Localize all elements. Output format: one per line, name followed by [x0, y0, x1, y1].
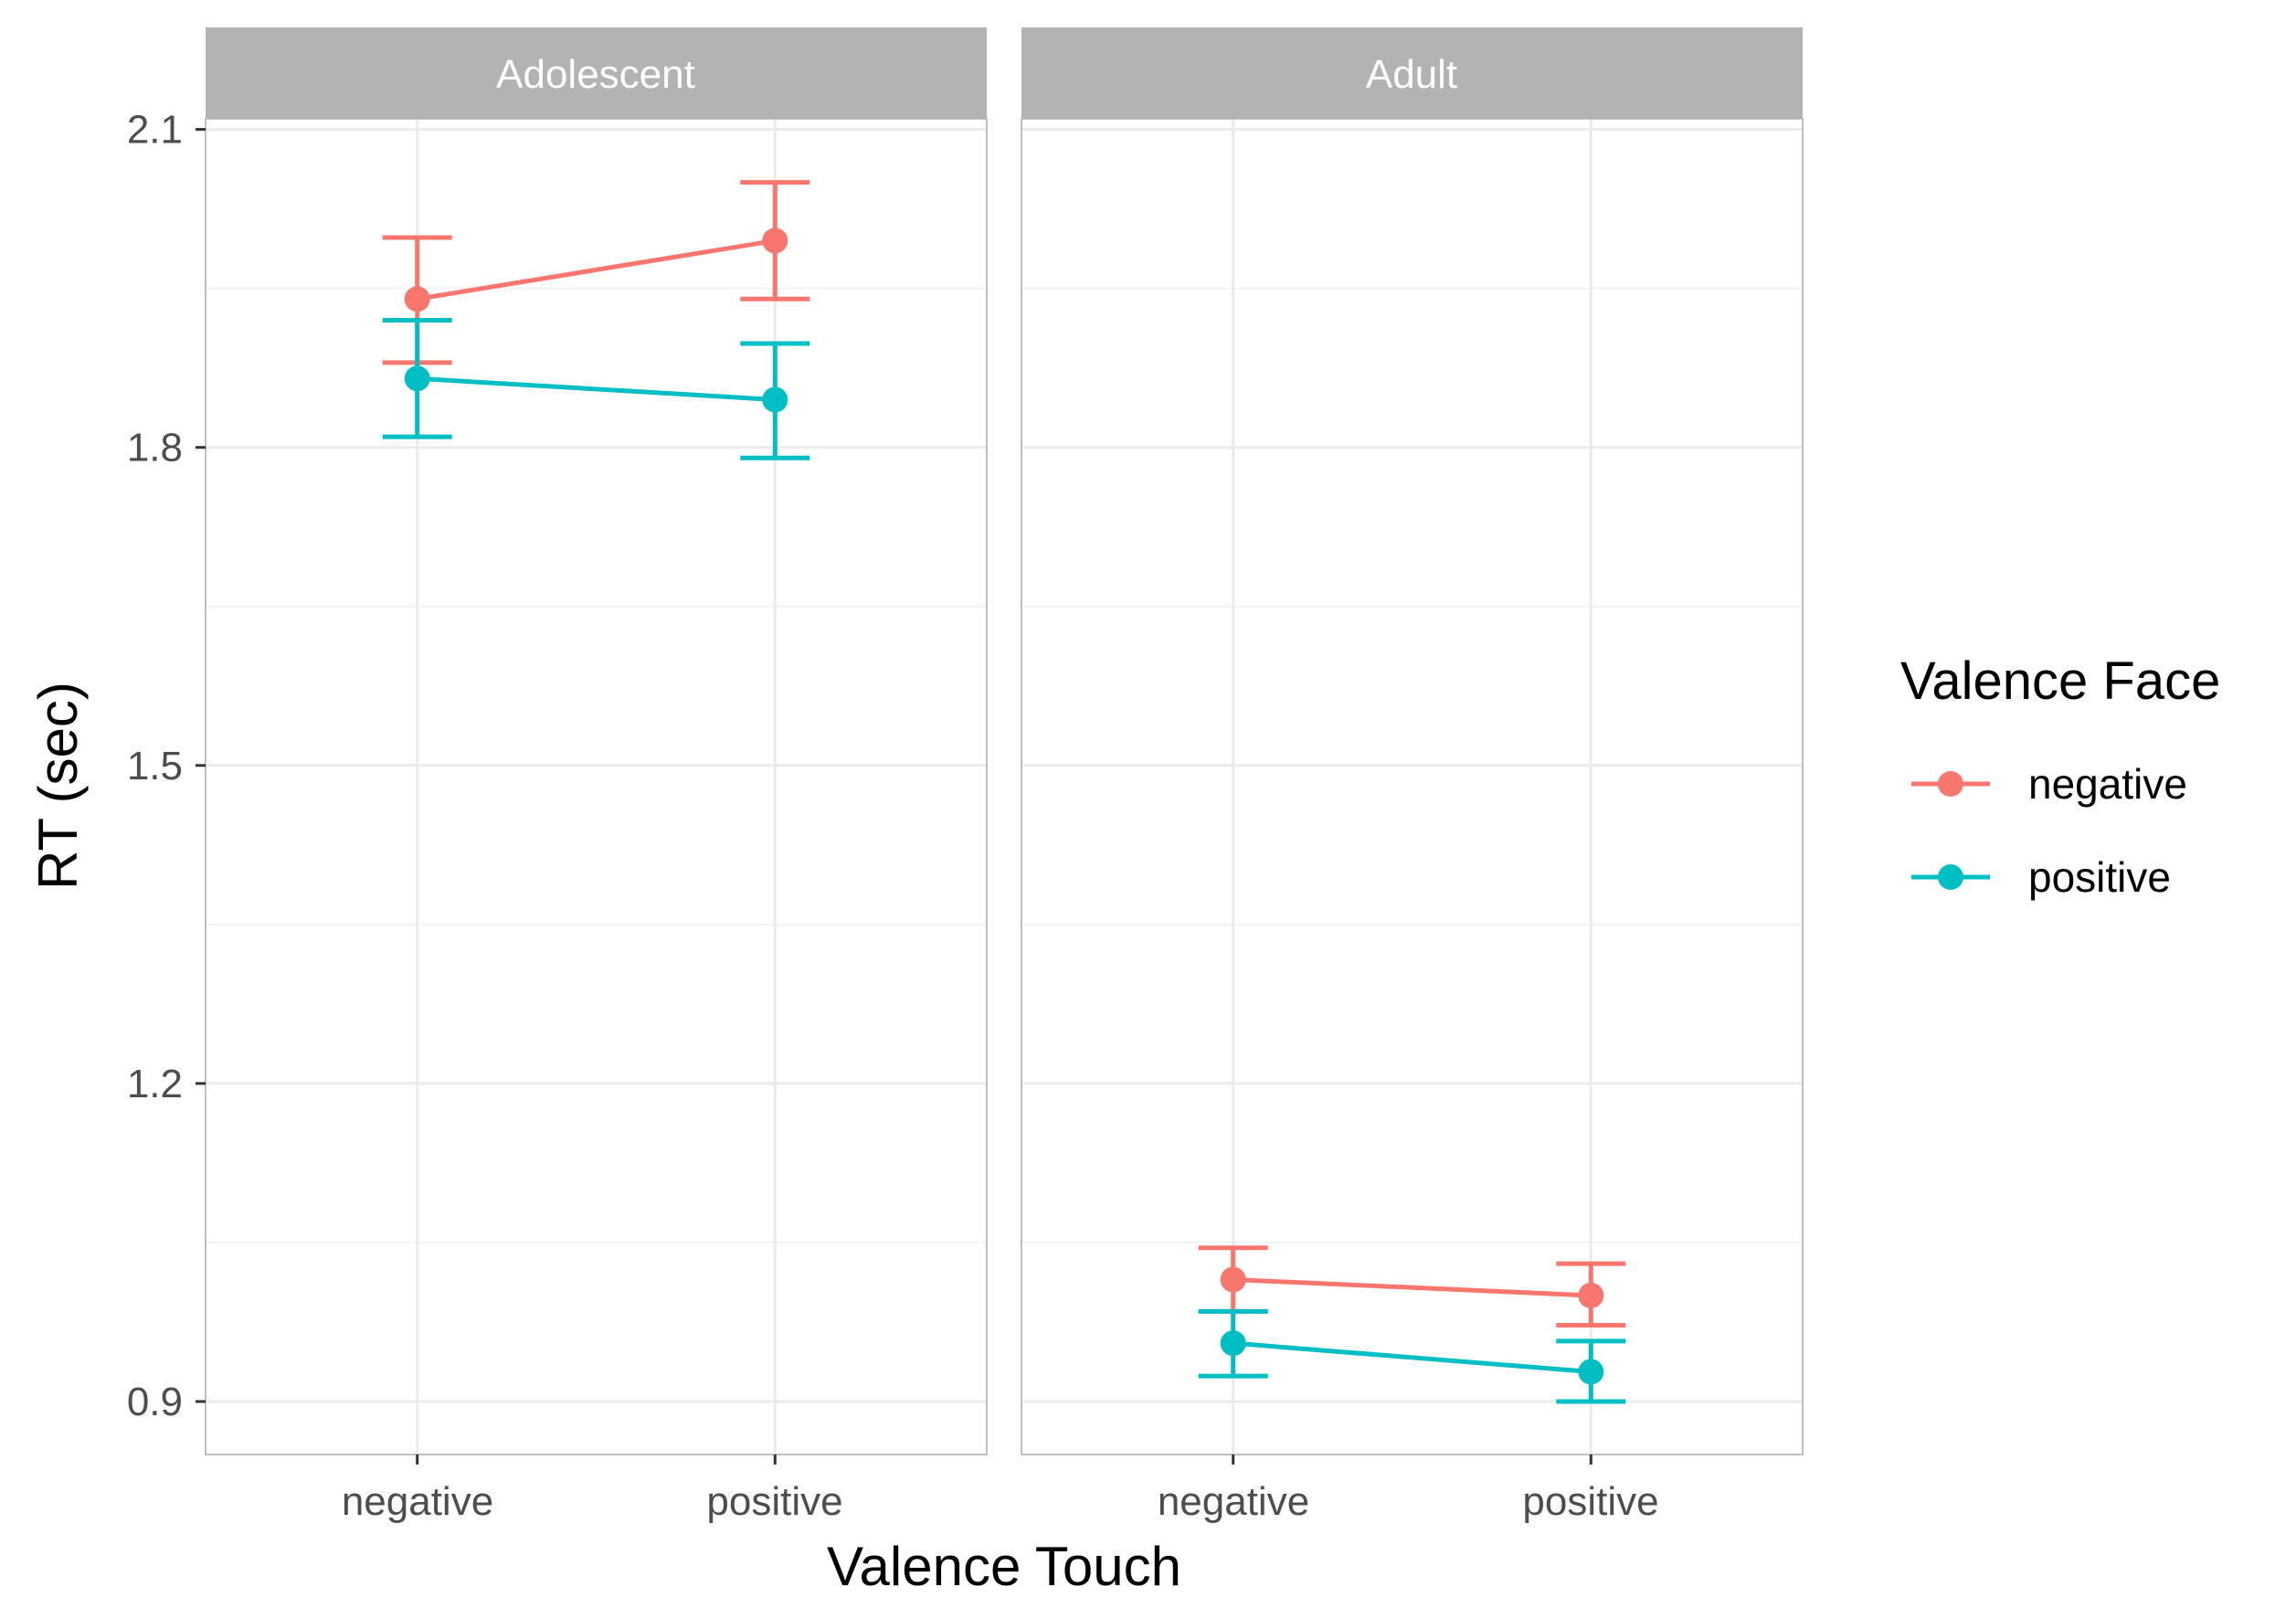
- y-tick-label: 0.9: [127, 1380, 183, 1424]
- y-axis: 0.9 1.2 1.5 1.8 2.1: [127, 108, 206, 1424]
- legend-item-positive: positive: [1911, 853, 2171, 901]
- data-point-positive: [762, 386, 788, 413]
- legend-key-point: [1938, 771, 1963, 797]
- legend: Valence Face negative positive: [1900, 651, 2220, 901]
- facet-strip: [206, 27, 987, 119]
- x-axis-title: Valence Touch: [827, 1536, 1181, 1597]
- x-tick-label: positive: [706, 1479, 842, 1524]
- legend-label: positive: [2028, 853, 2171, 901]
- series-line-negative: [417, 238, 776, 302]
- x-tick-label: positive: [1522, 1479, 1658, 1524]
- legend-item-negative: negative: [1911, 760, 2187, 808]
- x-tick-label: negative: [342, 1479, 493, 1524]
- data-point-positive: [1220, 1330, 1246, 1357]
- panel-grid: [1021, 119, 1803, 1455]
- panel-background: [1021, 119, 1803, 1455]
- panel-adult: Adult: [1021, 27, 1804, 1455]
- facet-strip: [1021, 27, 1803, 119]
- facet-strip-label: Adult: [1366, 52, 1457, 97]
- data-point-negative: [1578, 1282, 1604, 1308]
- panel-series: [382, 180, 810, 460]
- y-tick-label: 1.8: [127, 426, 183, 471]
- series-line-negative: [1233, 1277, 1592, 1298]
- x-tick-label: negative: [1158, 1479, 1309, 1524]
- panel-series: [1198, 1245, 1626, 1404]
- facet-strip-label: Adolescent: [496, 52, 695, 97]
- y-tick-label: 2.1: [127, 108, 183, 153]
- y-tick-label: 1.2: [127, 1062, 183, 1106]
- data-point-negative: [762, 227, 788, 254]
- data-point-positive: [404, 365, 430, 392]
- panel-adolescent: Adolescent: [205, 27, 988, 1455]
- legend-label: negative: [2028, 760, 2187, 808]
- y-tick-label: 1.5: [127, 744, 183, 788]
- legend-key-point: [1938, 864, 1963, 890]
- y-axis-title: RT (sec): [27, 682, 89, 890]
- x-axis: negative positive negative positive: [342, 1455, 1659, 1524]
- series-line-positive: [417, 376, 776, 402]
- panel-background: [206, 119, 987, 1455]
- data-point-positive: [1578, 1359, 1604, 1385]
- legend-title: Valence Face: [1900, 651, 2220, 711]
- series-line-positive: [1233, 1340, 1592, 1374]
- data-point-negative: [1220, 1266, 1246, 1293]
- data-point-negative: [404, 286, 430, 312]
